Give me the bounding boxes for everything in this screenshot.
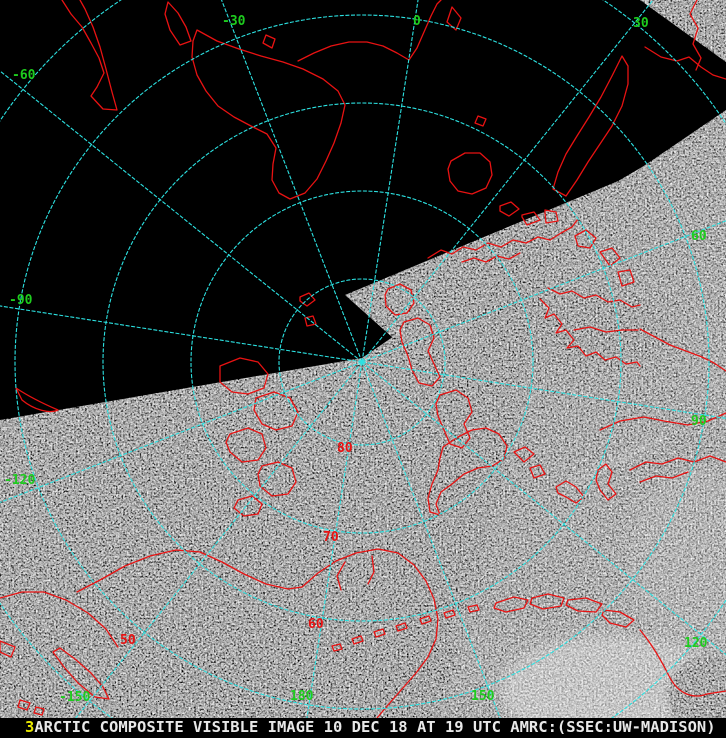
longitude-label: -60: [12, 68, 36, 83]
meridian-line: [361, 361, 726, 656]
meridian-line: [0, 361, 363, 504]
meridian-line: [0, 70, 363, 363]
caption-prefix: 3: [25, 718, 35, 736]
longitude-label: 180: [290, 689, 314, 704]
longitude-label: 120: [684, 636, 708, 651]
longitude-label: 90: [691, 414, 707, 429]
caption-text: ARCTIC COMPOSITE VISIBLE IMAGE 10 DEC 18…: [34, 718, 716, 736]
longitude-label: 30: [633, 16, 649, 31]
meridian-line: [220, 0, 363, 363]
map-labels: -60 -30 0 30 -90 -120 -150 180 150 120 90 60 80 70 60 5…: [4, 14, 708, 705]
meridian-line: [306, 361, 363, 720]
meridian-line: [0, 305, 363, 363]
meridian-line: [73, 361, 363, 720]
longitude-label: 60: [691, 229, 707, 244]
coastlines: [0, 0, 726, 719]
latitude-label: 80: [337, 441, 353, 456]
meridian-line: [361, 361, 502, 720]
longitude-label: 150: [471, 689, 495, 704]
caption-bar: 3ARCTIC COMPOSITE VISIBLE IMAGE 10 DEC 1…: [0, 718, 726, 738]
latitude-label: 70: [323, 530, 339, 545]
latitude-label: 50: [120, 633, 136, 648]
arctic-map: -60 -30 0 30 -90 -120 -150 180 150 120 90 60 80 70 60 5…: [0, 0, 726, 720]
longitude-label: 0: [413, 14, 421, 29]
satellite-imagery: [0, 0, 726, 720]
meridian-line: [361, 0, 419, 363]
longitude-label: -120: [4, 473, 35, 488]
longitude-label: -150: [59, 690, 90, 705]
meridian-line: [361, 361, 726, 419]
longitude-label: -90: [9, 293, 33, 308]
latitude-label: 60: [308, 617, 324, 632]
longitude-label: -30: [222, 14, 246, 29]
latitude-circle: [278, 278, 446, 446]
meridian-line: [361, 0, 654, 363]
latitude-circle: [14, 14, 710, 710]
latitude-circle: [102, 102, 622, 622]
graticule-grid: [0, 0, 726, 720]
meridian-line: [361, 220, 726, 363]
latitude-circle: [190, 190, 534, 534]
